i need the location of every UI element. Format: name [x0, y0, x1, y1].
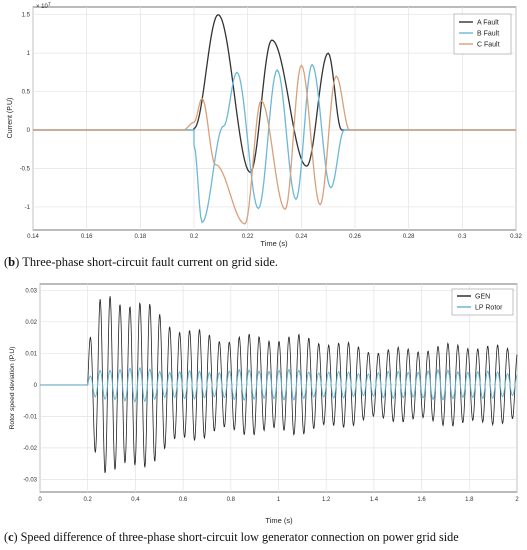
x-tick-label: 1.2 [322, 497, 331, 503]
legend-label: LP Rotor [475, 305, 503, 312]
x-tick-label: 0.4 [131, 497, 140, 503]
series-line [33, 64, 516, 225]
x-tick-labels: 0.14 0.16 0.18 0.2 0.22 0.24 0.26 0.28 0.3 0.32 [27, 234, 522, 240]
legend-label: GEN [475, 294, 490, 301]
x-tick-label: 0.16 [81, 234, 93, 240]
y-tick-labels: -0.03 -0.02 -0.01 0 0.01 0.02 0.03 [23, 288, 37, 483]
y-tick-label: -0.02 [23, 446, 37, 452]
x-tick-label: 1 [277, 497, 281, 503]
y-tick-label: 0.5 [22, 90, 31, 96]
y-tick-label: 1 [27, 51, 31, 57]
caption-c-text: Speed difference of three-phase short-ci… [20, 530, 459, 544]
fault-current-chart: 0.14 0.16 0.18 0.2 0.22 0.24 0.26 0.28 0.3 0.32 -… [7, 2, 522, 248]
y-tick-label: -0.5 [20, 166, 31, 172]
y-tick-label: -0.01 [23, 414, 37, 420]
x-tick-label: 0 [38, 497, 42, 503]
legend-label: B Fault [477, 31, 499, 38]
y-axis-label: Rotor speed deviation (P.U) [9, 347, 16, 430]
legend-label: C Fault [477, 42, 500, 49]
x-tick-label: 0.14 [27, 234, 39, 240]
caption-b-text: Three-phase short-circuit fault current … [22, 255, 278, 269]
x-tick-label: 1.4 [370, 497, 379, 503]
x-tick-label: 1.8 [465, 497, 474, 503]
legend-entries: A Fault B Fault C Fault [459, 20, 500, 49]
x-tick-label: 0.2 [190, 234, 199, 240]
y-tick-label: 0 [34, 383, 38, 389]
y-tick-labels: -1 -0.5 0 0.5 1 1.5 [20, 13, 31, 211]
series-lines [40, 296, 518, 473]
plot-background [32, 6, 517, 231]
y-tick-label: -0.03 [23, 477, 37, 483]
legend-label: A Fault [477, 20, 499, 27]
grid [39, 284, 518, 492]
series-lines [33, 13, 516, 225]
y-axis-label: Current (P.U) [7, 98, 14, 139]
x-tick-label: 0.22 [242, 234, 254, 240]
y-tick-label: 0.03 [25, 288, 37, 294]
x-tick-label: 0.18 [134, 234, 146, 240]
x-tick-label: 0.8 [227, 497, 236, 503]
x-tick-label: 0.3 [458, 234, 467, 240]
x-tick-label: 0.32 [510, 234, 522, 240]
caption-c-tag: c [8, 530, 14, 544]
rotor-speed-chart: 0 0.2 0.4 0.6 0.8 1 1.2 1.4 1.6 1.8 2 -0.03-0.02-0… [9, 283, 519, 525]
x-tick-label: 1.6 [417, 497, 426, 503]
x-tick-label: 0.24 [295, 234, 307, 240]
y-tick-label: 0.01 [25, 351, 37, 357]
x-axis-label: Time (s) [265, 516, 293, 525]
y-exponent-label: × 107 [36, 2, 51, 10]
series-line [40, 296, 518, 473]
series-line [40, 367, 518, 403]
x-tick-labels: 0 0.2 0.4 0.6 0.8 1 1.2 1.4 1.6 1.8 2 [38, 497, 519, 503]
legend-box [451, 288, 514, 316]
caption-b-tag: b [8, 255, 16, 269]
y-tick-label: -1 [25, 205, 31, 211]
x-tick-label: 0.6 [179, 497, 188, 503]
legend-entries: GEN LP Rotor [457, 294, 503, 312]
legend: A Fault B Fault C Fault [453, 13, 512, 55]
x-tick-label: 0.28 [403, 234, 415, 240]
y-tick-label: 0.02 [25, 320, 37, 326]
caption-b: (b) Three-phase short-circuit fault curr… [4, 255, 278, 269]
x-axis-label: Time (s) [260, 239, 288, 248]
y-tick-label: 0 [27, 128, 31, 134]
x-tick-label: 0.2 [84, 497, 93, 503]
legend: GEN LP Rotor [451, 288, 514, 316]
x-tick-label: 0.26 [349, 234, 361, 240]
y-tick-label: 1.5 [22, 13, 31, 19]
caption-c: (c) Speed difference of three-phase shor… [4, 530, 459, 544]
x-tick-label: 2 [515, 497, 519, 503]
legend-box [453, 13, 512, 55]
